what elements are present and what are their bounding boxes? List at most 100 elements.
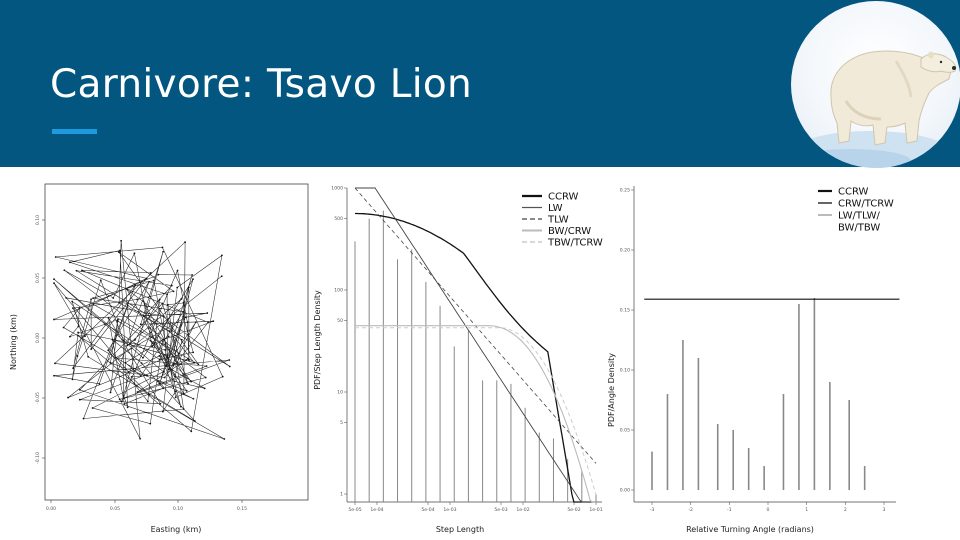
trajectory-point: [184, 316, 187, 319]
trajectory-point: [139, 375, 142, 377]
trajectory-point: [136, 298, 139, 301]
y-axis-title: Northing (km): [9, 314, 18, 370]
trajectory-point: [84, 335, 86, 338]
trajectory-point: [145, 277, 148, 280]
x-axis-title: Step Length: [436, 525, 484, 534]
trajectory-point: [161, 302, 164, 305]
trajectory-point: [92, 297, 95, 300]
ccrw-curve: [355, 212, 596, 503]
trajectory-point: [187, 358, 189, 360]
trajectory-point: [116, 320, 119, 322]
trajectory-point: [177, 352, 180, 355]
trajectory-point: [77, 331, 80, 334]
x-tick-label: 2: [844, 507, 847, 513]
trajectory-point: [206, 312, 209, 314]
x-tick-label: 1: [805, 507, 808, 513]
y-tick-label: 0.15: [620, 308, 630, 314]
trajectory-plot-canvas: 0.00 0.05 0.10 0.15 -0.10-0.050.000.050.10 …: [9, 183, 309, 534]
trajectory-point: [149, 326, 151, 329]
trajectory-point: [133, 252, 136, 255]
trajectory-point: [149, 339, 152, 342]
trajectory-point: [142, 356, 144, 359]
trajectory-point: [194, 420, 196, 423]
trajectory-point: [205, 365, 208, 368]
trajectory-point: [78, 307, 81, 310]
trajectory-point: [149, 272, 152, 274]
trajectory-point: [126, 406, 129, 409]
trajectory-point: [176, 286, 179, 289]
trajectory-point: [192, 351, 195, 354]
trajectory-point: [109, 391, 112, 394]
y-tick-label: 5: [340, 420, 343, 426]
trajectory-point: [126, 344, 129, 347]
trajectory-point: [122, 394, 125, 397]
trajectory-point: [114, 356, 117, 359]
trajectory-point: [166, 293, 169, 296]
trajectory-point: [118, 251, 120, 254]
y-tick-label: 0.00: [35, 333, 41, 343]
trajectory-point: [71, 378, 74, 381]
trajectory-point: [62, 326, 65, 329]
trajectory-point: [91, 407, 94, 409]
trajectory-point: [162, 387, 165, 390]
trajectory-point: [174, 375, 177, 378]
trajectory-point: [187, 382, 189, 385]
trajectory-point: [170, 368, 173, 371]
legend-label: BW/TBW: [838, 223, 880, 234]
trajectory-point: [139, 323, 142, 326]
bw-crw-curve: [355, 325, 596, 503]
trajectory-point: [158, 358, 161, 361]
polar-bear-photo: [791, 1, 960, 168]
trajectory-point: [98, 382, 101, 385]
y-axis-title: PDF/Step Length Density: [313, 290, 322, 390]
trajectory-point: [112, 297, 115, 299]
x-tick-label: 5e-04: [421, 507, 434, 513]
x-tick-label: -3: [650, 507, 655, 513]
x-tick-label: 5e-05: [348, 507, 361, 513]
trajectory-point: [67, 396, 69, 399]
trajectory-point: [166, 303, 169, 306]
trajectory-point: [168, 330, 171, 333]
trajectory-point: [126, 304, 129, 307]
title-accent-bar: [52, 129, 97, 134]
trajectory-point: [162, 315, 165, 318]
trajectory-point: [76, 355, 79, 357]
trajectory-point: [117, 318, 119, 321]
y-tick-label: 0.05: [35, 273, 41, 283]
trajectory-point: [220, 275, 223, 278]
trajectory-point: [140, 362, 143, 365]
trajectory-point: [53, 318, 55, 321]
trajectory-point: [77, 334, 80, 337]
trajectory-point: [174, 396, 177, 399]
trajectory-point: [71, 300, 74, 303]
trajectory-point: [192, 278, 194, 281]
x-tick-label: -1: [727, 507, 732, 513]
trajectory-point: [111, 338, 114, 341]
slide-title: Carnivore: Tsavo Lion: [50, 62, 473, 107]
x-axis-title: Relative Turning Angle (radians): [686, 525, 814, 534]
trajectory-point: [221, 254, 223, 257]
trajectory-point: [184, 241, 187, 243]
x-axis-title: Easting (km): [151, 525, 202, 534]
x-tick-label: 1e-02: [516, 507, 529, 513]
trajectory-point: [146, 400, 149, 403]
trajectory-point: [158, 354, 161, 357]
trajectory-point: [162, 338, 164, 341]
trajectory-point: [158, 382, 161, 385]
y-tick-label: 0.10: [35, 215, 41, 225]
trajectory-point: [122, 339, 125, 342]
trajectory-point: [212, 320, 215, 323]
trajectory-point: [107, 317, 110, 319]
legend-label: LW/TLW/: [838, 211, 881, 222]
trajectory-point: [194, 321, 197, 324]
trajectory-point: [90, 348, 93, 351]
trajectory-point: [80, 269, 83, 272]
trajectory-point: [228, 365, 231, 368]
trajectory-point: [119, 249, 121, 252]
lw-curve: [355, 187, 596, 503]
legend-label: CCRW: [838, 187, 869, 198]
y-tick-label: 0.10: [620, 368, 630, 374]
x-tick-label: 0.05: [110, 506, 120, 512]
x-tick-label: 0.15: [237, 506, 247, 512]
trajectory-point: [174, 390, 177, 393]
